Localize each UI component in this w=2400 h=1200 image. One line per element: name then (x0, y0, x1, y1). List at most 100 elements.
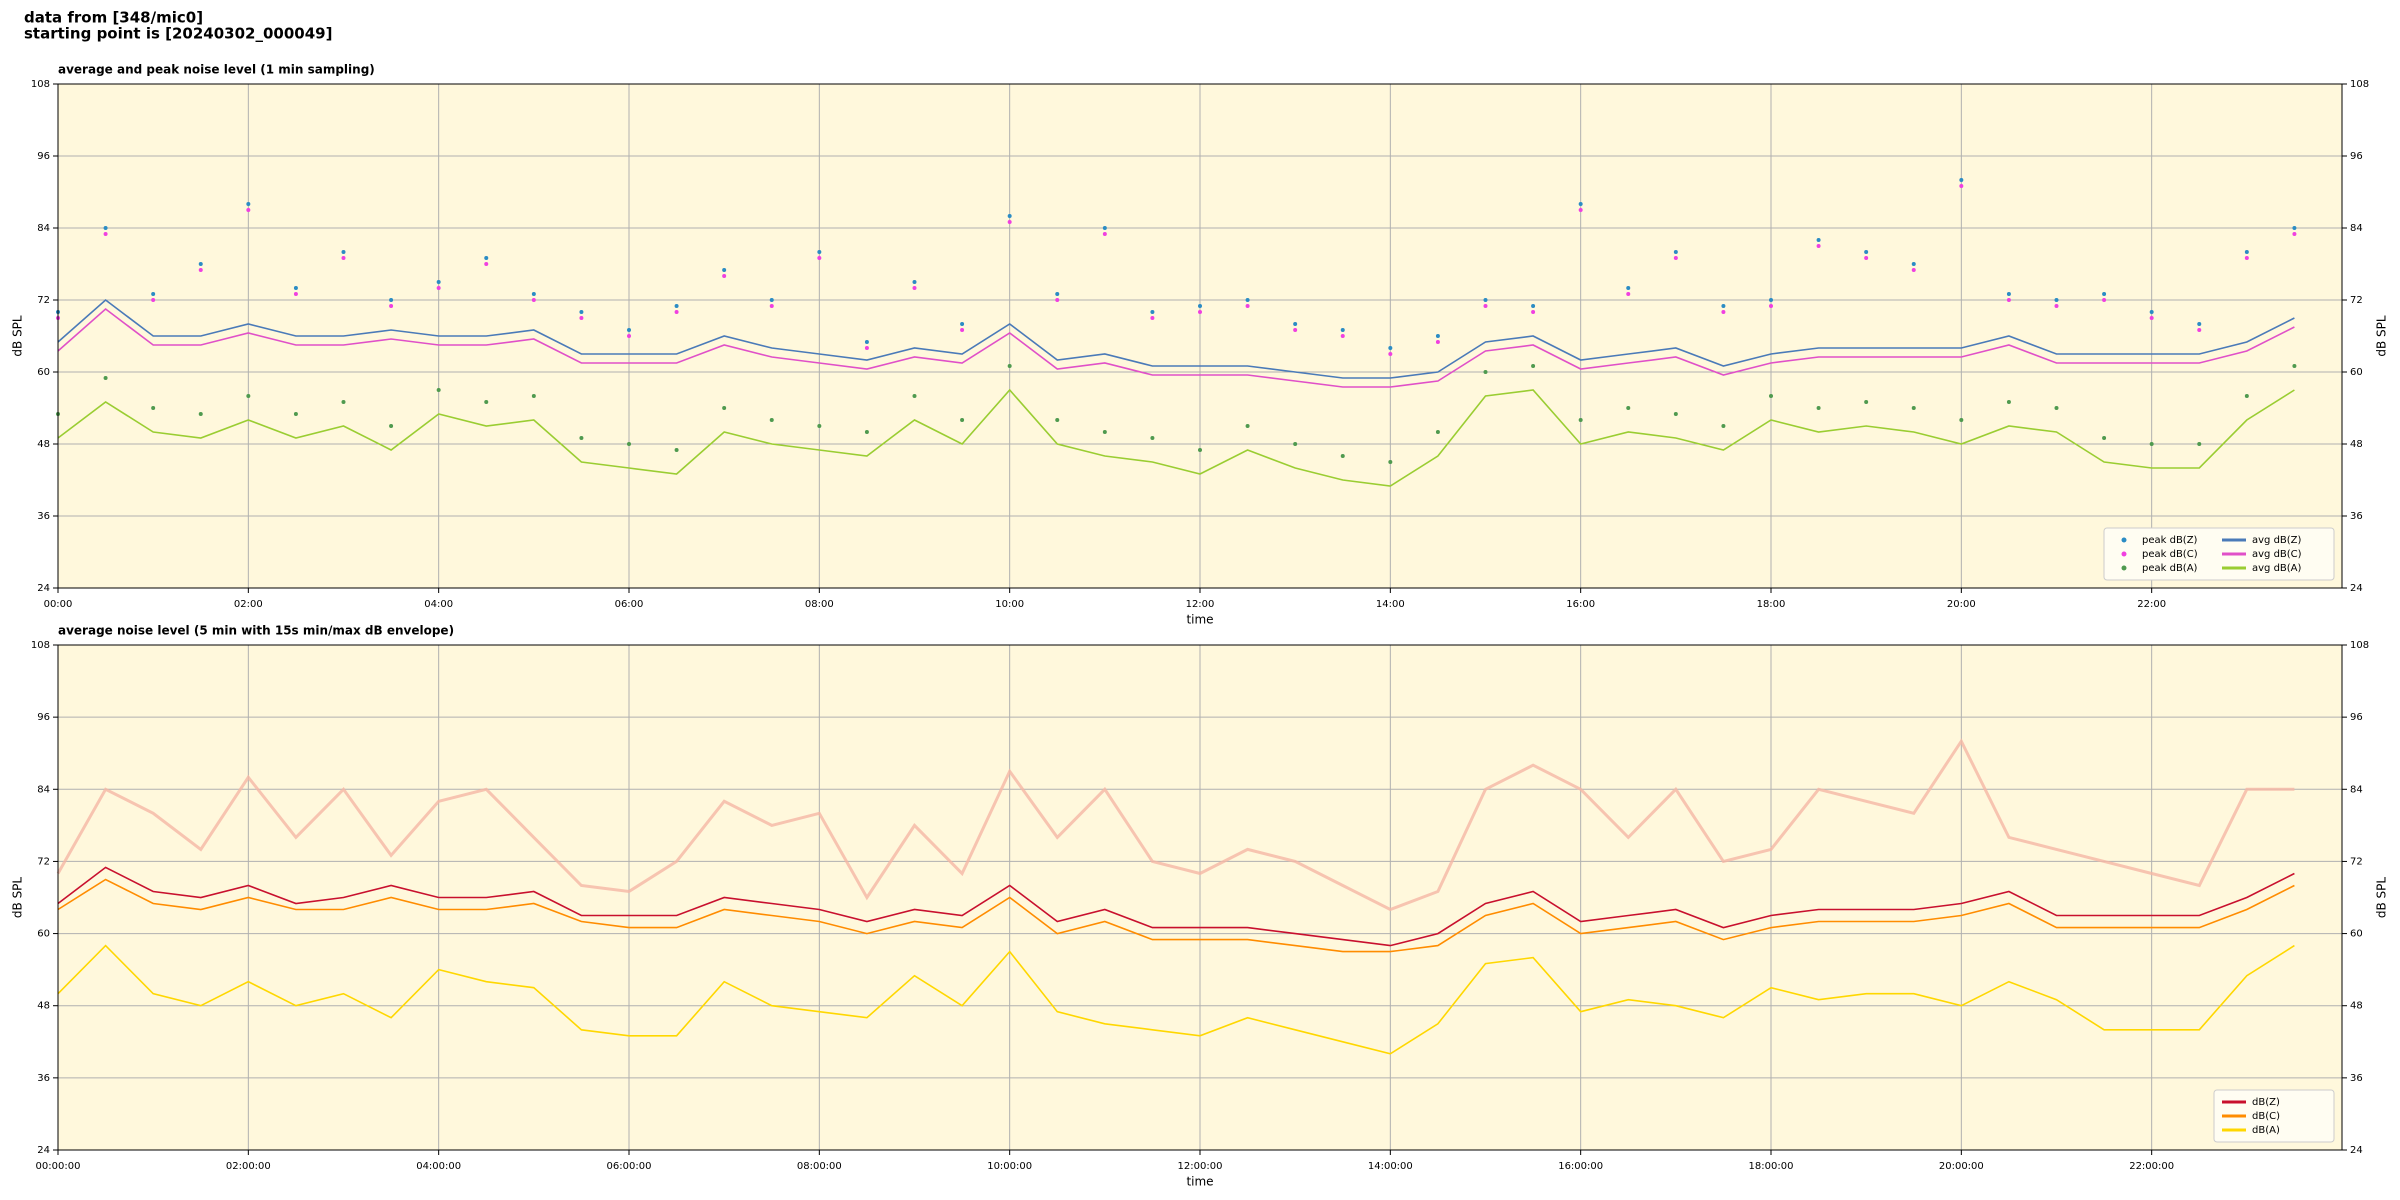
peak-point (293, 412, 298, 416)
peak-point (769, 418, 774, 422)
legend-marker (2121, 551, 2127, 557)
y2-tick-label: 24 (2350, 583, 2363, 594)
peak-point (960, 418, 965, 422)
peak-point (1102, 232, 1107, 236)
y-tick-label: 60 (37, 929, 50, 940)
peak-point (1959, 418, 1964, 422)
peak-point (1721, 310, 1726, 314)
peak-point (1198, 310, 1202, 314)
peak-point (341, 400, 346, 404)
peak-point (293, 286, 298, 290)
peak-point (103, 226, 108, 230)
peak-point (1721, 304, 1726, 308)
plot-frame (57, 83, 2343, 589)
x-tick-label: 14:00:00 (1368, 1161, 1413, 1172)
peak-point (246, 202, 251, 206)
x-tick-label: 20:00:00 (1939, 1161, 1984, 1172)
peak-point (2244, 256, 2249, 260)
peak-point (2292, 226, 2297, 230)
peak-point (960, 328, 965, 332)
peak-point (1531, 304, 1536, 308)
peak-point (1721, 424, 1726, 428)
peak-point (1769, 394, 1773, 398)
peak-point (674, 448, 679, 452)
peak-point (1911, 268, 1916, 272)
peak-point (1959, 178, 1964, 182)
peak-point (722, 268, 727, 272)
series-line (57, 298, 2295, 379)
x-tick-label: 08:00:00 (797, 1161, 842, 1172)
peak-point (579, 436, 584, 440)
y2-tick-label: 84 (2350, 784, 2363, 795)
series-line (57, 944, 2295, 1055)
x-tick-label: 18:00:00 (1749, 1161, 1794, 1172)
peak-point (2292, 364, 2297, 368)
peak-point (1531, 310, 1536, 314)
peak-point (817, 250, 822, 254)
peak-point (1007, 220, 1012, 224)
peak-point (151, 292, 156, 296)
header-line: starting point is [20240302_000049] (24, 25, 332, 43)
peak-point (1673, 256, 1678, 260)
peak-point (769, 298, 774, 302)
peak-point (769, 304, 774, 308)
y-tick-label: 84 (37, 784, 50, 795)
y-tick-label: 60 (37, 367, 50, 378)
y-axis-label: dB SPL (11, 315, 25, 357)
x-tick-label: 06:00:00 (607, 1161, 652, 1172)
y2-tick-label: 60 (2350, 929, 2363, 940)
peak-point (2054, 298, 2059, 302)
x-axis-label: time (1186, 1175, 1213, 1189)
x-axis-label: time (1186, 613, 1213, 627)
y2-tick-label: 60 (2350, 367, 2363, 378)
peak-point (579, 310, 584, 314)
peak-point (341, 250, 346, 254)
y-tick-label: 36 (37, 1073, 50, 1084)
peak-point (1055, 298, 1060, 302)
peak-point (1055, 418, 1060, 422)
peak-point (2054, 406, 2059, 410)
peak-point (674, 310, 679, 314)
header-line: data from [348/mic0] (24, 9, 203, 27)
peak-point (341, 256, 346, 260)
envelope (56, 738, 2295, 912)
peak-point (1198, 448, 1202, 452)
peak-point (436, 280, 441, 284)
peak-point (436, 388, 441, 392)
legend-label: peak dB(A) (2142, 563, 2198, 574)
peak-point (817, 424, 822, 428)
peak-point (2149, 316, 2154, 320)
peak-point (1245, 424, 1250, 428)
x-tick-label: 10:00 (995, 599, 1024, 610)
x-tick-label: 14:00 (1376, 599, 1405, 610)
peak-point (1483, 370, 1488, 374)
peak-point (1055, 292, 1060, 296)
y2-tick-label: 96 (2350, 712, 2363, 723)
y-tick-label: 72 (37, 856, 50, 867)
legend-label: dB(A) (2252, 1125, 2280, 1136)
x-tick-label: 12:00 (1186, 599, 1215, 610)
series-line (57, 388, 2295, 487)
peak-point (1959, 184, 1964, 188)
peak-point (1435, 334, 1440, 338)
x-tick-label: 00:00:00 (36, 1161, 81, 1172)
peak-point (484, 400, 489, 404)
peak-point (1578, 202, 1583, 206)
peak-point (484, 262, 489, 266)
y-tick-label: 48 (37, 1001, 50, 1012)
peak-point (436, 286, 441, 290)
peak-point (2197, 322, 2202, 326)
peak-point (627, 442, 631, 446)
x-tick-label: 22:00:00 (2129, 1161, 2174, 1172)
x-tick-label: 04:00:00 (416, 1161, 461, 1172)
x-tick-label: 20:00 (1947, 599, 1976, 610)
peak-point (1340, 454, 1345, 458)
y-tick-label: 48 (37, 439, 50, 450)
series-line (57, 878, 2295, 953)
peak-point (103, 376, 108, 380)
peak-point (2006, 400, 2011, 404)
y-tick-label: 108 (31, 640, 50, 651)
peak-point (1293, 328, 1298, 332)
legend-label: avg dB(A) (2252, 563, 2302, 574)
